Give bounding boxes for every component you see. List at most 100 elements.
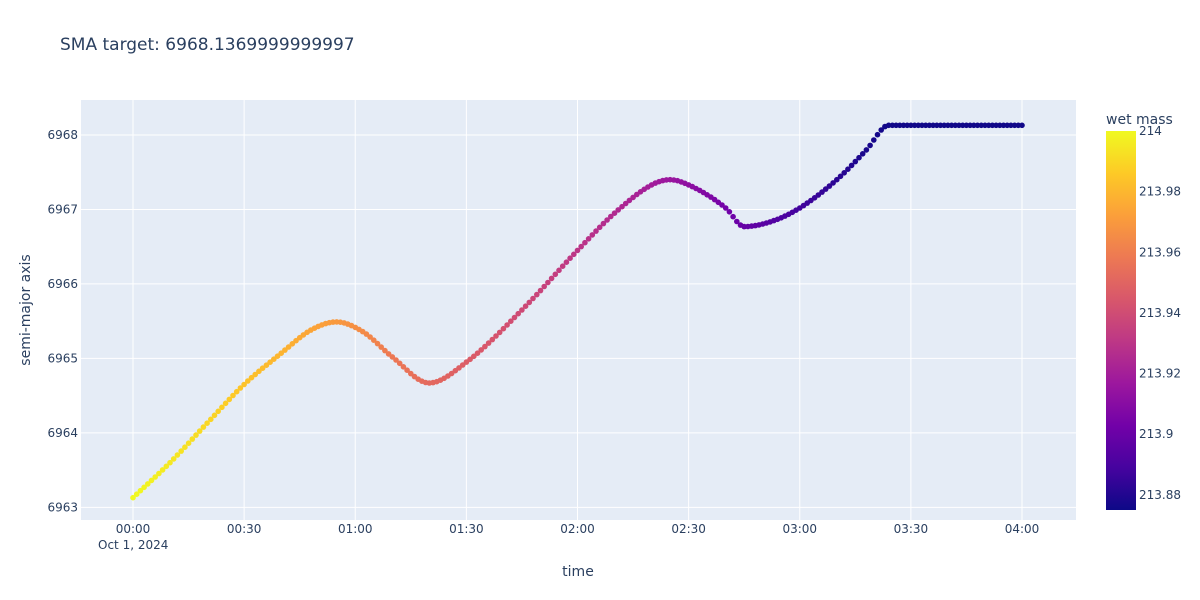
data-point	[585, 236, 592, 242]
data-point	[145, 481, 151, 487]
data-point	[382, 347, 388, 354]
data-point	[530, 295, 536, 302]
colorbar-tick-label: 213.92	[1139, 367, 1181, 381]
data-point	[600, 220, 607, 227]
data-point	[156, 470, 162, 477]
data-point	[615, 207, 621, 213]
data-point	[285, 344, 292, 350]
data-point	[182, 444, 188, 451]
data-point	[167, 459, 173, 466]
y-ticks: 6963 6964 6965 6966 6967 6968	[47, 128, 78, 514]
data-point	[471, 353, 477, 360]
data-point	[734, 218, 740, 225]
data-point	[496, 329, 503, 336]
data-point	[215, 408, 221, 415]
colorbar-tick-label: 213.96	[1139, 245, 1181, 259]
data-point	[567, 255, 573, 261]
colorbar-tick-label: 214	[1139, 124, 1162, 138]
data-point	[511, 314, 518, 321]
data-point	[404, 367, 410, 374]
data-point	[237, 385, 244, 391]
data-point	[130, 494, 136, 501]
chart-title: SMA target: 6968.1369999999997	[60, 35, 355, 55]
data-point	[841, 170, 847, 176]
x-tick-label: 03:00	[782, 522, 817, 536]
data-point	[526, 299, 533, 306]
data-point	[548, 275, 555, 282]
data-point	[559, 263, 566, 270]
y-tick-label: 6968	[47, 128, 78, 142]
y-tick-label: 6966	[47, 277, 78, 291]
data-point	[1019, 122, 1025, 129]
data-point	[834, 176, 840, 183]
data-point	[378, 344, 385, 350]
data-point	[819, 189, 825, 195]
data-point	[478, 347, 485, 353]
data-point	[400, 364, 407, 370]
data-point	[159, 467, 166, 473]
data-point	[163, 463, 170, 470]
data-point	[248, 374, 255, 381]
data-point	[515, 310, 521, 317]
data-point	[293, 337, 299, 344]
data-point	[626, 197, 633, 204]
data-point	[845, 166, 851, 172]
x-tick-date: Oct 1, 2024	[98, 538, 168, 552]
colorbar-tick-label: 213.94	[1139, 306, 1181, 320]
data-point	[878, 127, 884, 133]
plot-area	[81, 100, 1076, 520]
data-point	[256, 368, 262, 375]
data-point	[289, 341, 296, 347]
data-point	[589, 232, 596, 238]
x-tick-label: 00:00	[116, 522, 151, 536]
y-tick-label: 6967	[47, 202, 78, 216]
x-tick-label: 00:30	[227, 522, 262, 536]
data-point	[485, 340, 492, 346]
data-point	[408, 370, 414, 377]
data-point	[474, 350, 481, 357]
data-point	[719, 202, 725, 208]
data-point	[371, 337, 377, 344]
data-point	[493, 333, 499, 339]
data-point	[259, 365, 266, 372]
data-point	[574, 247, 581, 254]
colorbar-title: wet mass	[1106, 112, 1173, 128]
data-point	[541, 283, 547, 290]
data-point	[385, 351, 392, 357]
y-tick-label: 6963	[47, 500, 78, 514]
data-point	[222, 400, 229, 407]
x-tick-label: 02:00	[560, 522, 595, 536]
x-axis-title: time	[562, 564, 594, 580]
data-point	[230, 392, 236, 399]
data-point	[522, 303, 529, 310]
colorbar-ticks: 214 213.98 213.96 213.94 213.92 213.9 213.88	[1139, 124, 1181, 502]
data-point	[482, 343, 488, 350]
data-point	[396, 360, 403, 367]
y-axis-title: semi-major axis	[18, 254, 34, 365]
data-point	[208, 416, 214, 423]
data-point	[593, 228, 599, 234]
data-point	[204, 420, 210, 427]
data-point	[141, 484, 147, 491]
data-point	[282, 347, 288, 353]
data-point	[185, 440, 192, 447]
data-point	[367, 334, 373, 340]
data-point	[596, 224, 603, 231]
data-point	[133, 491, 140, 498]
data-points	[130, 122, 1025, 501]
data-point	[852, 158, 859, 165]
data-point	[856, 154, 862, 161]
x-tick-label: 01:30	[449, 522, 484, 536]
data-point	[571, 251, 577, 258]
data-point	[874, 131, 881, 138]
data-point	[137, 487, 144, 494]
data-point	[178, 448, 184, 454]
data-point	[508, 318, 514, 325]
data-point	[193, 432, 199, 438]
data-point	[578, 243, 584, 250]
data-point	[519, 307, 525, 313]
data-point	[830, 180, 836, 186]
data-point	[622, 200, 629, 207]
data-point	[563, 259, 570, 266]
